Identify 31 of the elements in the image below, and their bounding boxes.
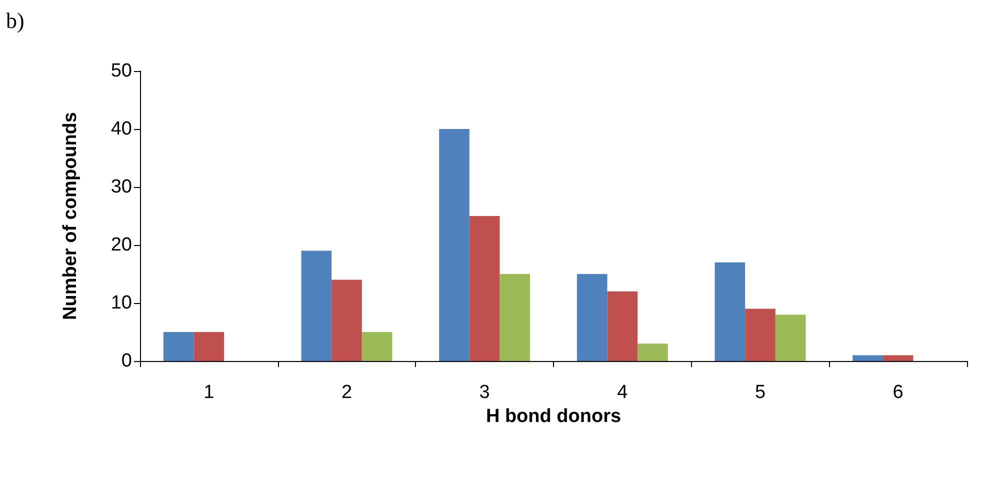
- bar: [576, 274, 608, 361]
- bar: [301, 250, 332, 361]
- y-tick-label: 20: [110, 234, 132, 256]
- y-tick-label: 30: [110, 176, 132, 198]
- bar: [852, 355, 883, 361]
- bar: [439, 129, 470, 361]
- bar: [500, 274, 530, 361]
- y-tick-label: 50: [110, 60, 132, 82]
- y-tick-label: 10: [110, 292, 132, 314]
- bar: [745, 308, 776, 361]
- bar: [882, 355, 914, 361]
- bar: [362, 332, 392, 361]
- x-tick-label: 6: [892, 382, 904, 403]
- y-tick-label: 0: [121, 350, 132, 372]
- bar: [607, 291, 638, 361]
- x-tick-label: 1: [204, 382, 214, 403]
- bar: [469, 216, 500, 361]
- bar: [332, 280, 362, 361]
- y-axis-title: Number of compounds: [60, 112, 81, 320]
- text: b): [6, 8, 24, 34]
- x-axis-title: H bond donors: [486, 406, 622, 427]
- bar: [194, 332, 224, 361]
- bar: [714, 262, 746, 361]
- bar: [638, 344, 668, 361]
- x-tick-label: 2: [341, 382, 352, 403]
- x-tick-label: 5: [754, 382, 766, 403]
- x-tick-label: 3: [479, 382, 490, 403]
- y-tick-label: 40: [110, 118, 132, 140]
- x-tick-label: 4: [617, 382, 628, 403]
- bar: [775, 314, 806, 361]
- bar: [163, 332, 194, 361]
